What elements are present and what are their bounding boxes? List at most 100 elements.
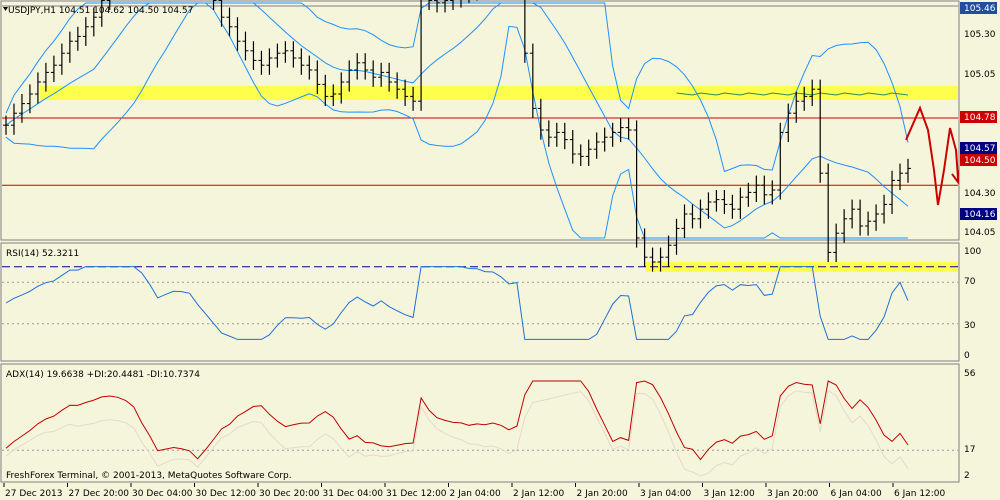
price-bar: [889, 170, 896, 214]
bollinger-lower-line: [5, 2, 908, 239]
price-bar: [322, 74, 329, 106]
price-bar: [881, 194, 888, 224]
price-bar: [729, 194, 736, 219]
price-bar: [681, 204, 688, 238]
price-bar: [665, 235, 672, 267]
rsi-line: [5, 266, 909, 340]
price-badge: 105.46: [960, 2, 997, 14]
price-tick-label: 105.30: [964, 30, 996, 40]
price-bar: [721, 190, 728, 214]
price-bar: [330, 84, 337, 106]
price-bar: [290, 41, 297, 68]
svg-text:104.16: 104.16: [964, 210, 996, 220]
price-badge: 104.16: [960, 208, 997, 220]
adx-panel-title: ADX(14) 19.6638 +DI:20.4481 -DI:10.7374: [6, 370, 200, 380]
price-bar: [338, 72, 345, 104]
price-bar: [825, 163, 832, 262]
price-bar: [657, 247, 664, 272]
price-bar: [226, 7, 233, 37]
main-panel-title: USDJPY,H1 104.51 104.62 104.50 104.57: [8, 6, 193, 16]
time-tick-label: 2 Jan 12:00: [513, 489, 565, 499]
bollinger-upper-line: [5, 2, 909, 173]
price-bar: [402, 79, 409, 106]
price-bar: [577, 144, 584, 166]
svg-text:104.50: 104.50: [964, 156, 996, 166]
time-tick-label: 6 Jan 12:00: [894, 489, 946, 499]
price-bar: [793, 91, 800, 123]
price-bar: [212, 0, 217, 10]
moving-average-line: [676, 92, 909, 96]
time-tick-label: 31 Dec 12:00: [386, 489, 447, 499]
svg-text:104.57: 104.57: [964, 144, 996, 154]
price-bar: [609, 122, 616, 147]
price-bar: [857, 199, 864, 236]
price-bar: [98, 0, 105, 27]
price-bar: [561, 122, 568, 150]
price-bar: [314, 60, 321, 94]
rsi-tick-label: 30: [964, 321, 976, 331]
price-bar: [673, 218, 680, 255]
price-bar: [553, 122, 560, 147]
price-bar: [410, 86, 417, 111]
time-tick-label: 30 Dec 04:00: [132, 489, 193, 499]
price-bar: [585, 139, 592, 166]
rsi-tick-label: 70: [964, 277, 976, 287]
price-badge: 104.78: [960, 111, 997, 123]
price-bar: [713, 190, 720, 212]
price-bar: [82, 17, 89, 46]
time-tick-label: 3 Jan 12:00: [704, 489, 756, 499]
price-bar: [705, 192, 712, 219]
price-bar: [769, 180, 776, 205]
time-tick-label: 30 Dec 20:00: [259, 489, 320, 499]
time-axis: 27 Dec 2013 27 Dec 20:00 30 Dec 04:00 30 De…: [3, 483, 946, 499]
price-bar: [274, 43, 281, 68]
price-bar: [545, 120, 552, 147]
rsi-tick-label: 100: [964, 247, 981, 257]
rsi-panel-title: RSI(14) 52.3211: [6, 249, 79, 259]
price-bar: [378, 62, 385, 87]
time-tick-label: 3 Jan 20:00: [767, 489, 819, 499]
price-bar: [42, 62, 49, 92]
resistance-highlight-zone: [40, 86, 958, 100]
price-bar: [801, 86, 808, 111]
price-bar: [569, 130, 576, 164]
price-tick-label: 104.05: [964, 228, 996, 238]
time-tick-label: 31 Dec 04:00: [323, 489, 384, 499]
price-bar: [873, 204, 880, 231]
price-bar: [817, 79, 824, 183]
adx-line: [5, 380, 909, 461]
price-bar: [809, 79, 816, 106]
price-bar: [266, 48, 273, 75]
price-bar: [428, 0, 433, 10]
price-bar: [418, 0, 422, 111]
price-bar: [897, 163, 904, 190]
price-bar: [386, 62, 393, 92]
time-tick-label: 30 Dec 12:00: [196, 489, 257, 499]
price-bar: [649, 247, 656, 272]
price-bar: [689, 204, 696, 229]
price-bar: [90, 7, 97, 37]
price-bar: [761, 175, 768, 205]
price-bar: [346, 60, 353, 92]
price-bar: [3, 115, 9, 135]
time-tick-label: 27 Dec 20:00: [69, 489, 130, 499]
adx-tick-label: 56: [964, 369, 976, 379]
price-bar: [26, 84, 33, 114]
price-bar: [18, 94, 25, 123]
price-bar: [250, 41, 257, 70]
price-bar: [362, 53, 369, 80]
forecast-path: [905, 105, 959, 206]
price-bar: [10, 103, 17, 135]
price-bar: [258, 50, 265, 75]
price-badge: 104.50: [960, 154, 997, 166]
price-tick-label: 104.30: [964, 189, 996, 199]
price-bar: [234, 17, 241, 51]
time-tick-label: 2 Jan 20:00: [577, 489, 629, 499]
price-bar: [641, 228, 648, 267]
main-panel-frame: [0, 0, 960, 241]
price-bar: [737, 187, 744, 219]
adx-tick-label: 2: [964, 471, 970, 481]
price-bar: [218, 0, 225, 27]
chart-menu-icon[interactable]: [3, 7, 8, 11]
